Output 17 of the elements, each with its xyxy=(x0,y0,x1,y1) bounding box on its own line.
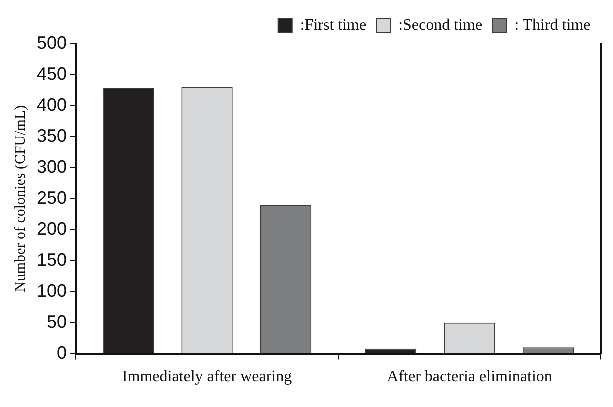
y-tick-label: 200 xyxy=(36,218,68,239)
y-tick-label: 350 xyxy=(36,126,68,146)
y-tick-label: 150 xyxy=(36,250,68,270)
x-tick-label: After bacteria elimination xyxy=(387,368,552,386)
legend-label: :First time xyxy=(300,17,367,34)
y-tick-label: 500 xyxy=(36,32,68,53)
legend-label: : Third time xyxy=(514,17,591,34)
y-tick-label: 0 xyxy=(57,342,68,363)
legend-label: :Second time xyxy=(398,17,483,34)
y-tick-label: 100 xyxy=(36,280,68,301)
y-tick-label: 450 xyxy=(36,64,68,84)
x-tick-label: Immediately after wearing xyxy=(122,368,292,386)
y-tick-label: 300 xyxy=(36,156,68,177)
y-axis-title: Number of colonies (CFU/mL) xyxy=(12,105,29,292)
y-tick-label: 400 xyxy=(36,94,68,115)
y-tick-label: 250 xyxy=(36,188,68,208)
y-tick-label: 50 xyxy=(47,312,68,332)
